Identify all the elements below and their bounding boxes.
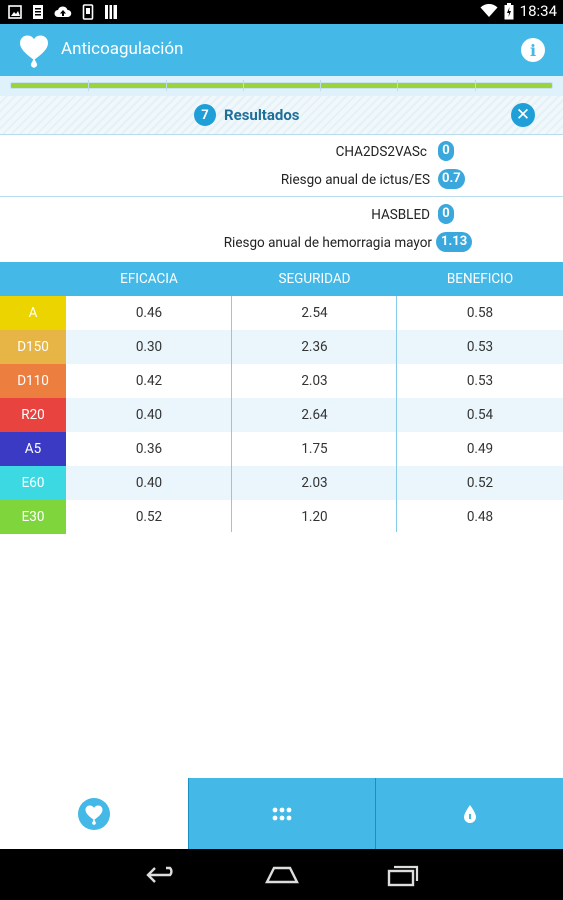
stroke-risk-group: CHA2DS2VASc 0 Riesgo anual de ictus/ES 0… [0, 134, 563, 194]
progress-tick [320, 80, 322, 91]
tab-grid[interactable] [189, 778, 375, 849]
score-label-bleeding-risk: Riesgo anual de hemorragia mayor [223, 235, 432, 251]
back-icon[interactable] [144, 862, 180, 888]
table-cell: 0.40 [135, 407, 163, 423]
table-cell: 1.20 [301, 509, 328, 525]
score-label-chads: CHA2DS2VASc [335, 144, 427, 160]
drug-label: A5 [0, 432, 66, 466]
table-cell: 0.42 [135, 373, 163, 389]
table-cell: 2.36 [301, 339, 328, 355]
table-row: A5 0.36 1.75 0.49 [0, 432, 563, 466]
heart-drop-icon [78, 797, 110, 830]
wifi-icon [480, 4, 498, 17]
image-icon [8, 5, 22, 19]
progress-fill [11, 83, 552, 88]
table-cell: 2.64 [301, 407, 328, 423]
score-value-stroke-risk: 0.7 [438, 169, 465, 189]
progress-tick [88, 80, 90, 91]
column-divider [231, 296, 232, 532]
table-row: R20 0.40 2.64 0.54 [0, 398, 563, 432]
score-label-stroke-risk: Riesgo anual de ictus/ES [280, 172, 430, 188]
col-head-beneficio: BENEFICIO [446, 271, 514, 287]
battery-icon [504, 2, 514, 19]
table-cell: 0.53 [466, 339, 494, 355]
nav-divider [375, 778, 376, 849]
results-title: Resultados [224, 106, 300, 124]
table-cell: 0.53 [466, 373, 494, 389]
phone-icon [82, 4, 94, 20]
table-cell: 2.54 [301, 305, 328, 321]
table-row: E30 0.52 1.20 0.48 [0, 500, 563, 534]
results-header: 7 Resultados ✕ [0, 96, 563, 134]
tab-drop[interactable] [376, 778, 563, 849]
system-nav-bar [0, 849, 563, 900]
score-value-chads: 0 [438, 141, 454, 161]
drug-label: A [0, 296, 66, 330]
info-icon[interactable]: i [521, 38, 545, 62]
heart-drop-logo-icon [20, 35, 48, 68]
nav-divider [188, 778, 189, 849]
progress-tick [397, 80, 399, 91]
table-cell: 0.36 [135, 441, 163, 457]
status-bar: 18:34 [0, 0, 563, 24]
table-row: E60 0.40 2.03 0.52 [0, 466, 563, 500]
document-icon [33, 5, 43, 19]
table-cell: 0.52 [466, 475, 494, 491]
drug-label: D110 [0, 364, 66, 398]
table-row: A 0.46 2.54 0.58 [0, 296, 563, 330]
bottom-nav [0, 778, 563, 849]
book-icon [105, 5, 117, 19]
drop-icon [463, 804, 476, 823]
results-count-badge: 7 [194, 104, 216, 126]
score-label-hasbled: HASBLED [371, 207, 430, 223]
recent-apps-icon[interactable] [384, 862, 420, 888]
table-row: D150 0.30 2.36 0.53 [0, 330, 563, 364]
close-icon[interactable]: ✕ [511, 103, 535, 127]
app-title: Anticoagulación [61, 39, 184, 59]
app-bar: Anticoagulación i [0, 24, 563, 76]
progress-tick [474, 80, 476, 91]
score-value-hasbled: 0 [438, 204, 454, 224]
table-row: D110 0.42 2.03 0.53 [0, 364, 563, 398]
drug-label: E60 [0, 466, 66, 500]
drug-label: D150 [0, 330, 66, 364]
table-cell: 0.30 [135, 339, 163, 355]
progress-bar [10, 80, 553, 91]
table-cell: 0.48 [466, 509, 494, 525]
table-cell: 1.75 [301, 441, 328, 457]
table-cell: 0.54 [466, 407, 494, 423]
col-head-seguridad: SEGURIDAD [278, 271, 351, 287]
table-cell: 2.03 [301, 373, 328, 389]
grid-icon [272, 807, 292, 820]
progress-tick [242, 80, 244, 91]
progress-tick [165, 80, 167, 91]
home-icon[interactable] [264, 862, 300, 888]
table-cell: 0.52 [135, 509, 163, 525]
column-divider [396, 296, 397, 532]
tab-heart[interactable] [0, 778, 188, 849]
table-header: EFICACIA SEGURIDAD BENEFICIO [0, 262, 563, 296]
col-head-eficacia: EFICACIA [120, 271, 178, 287]
progress-area [0, 76, 563, 96]
score-value-bleeding-risk: 1.13 [436, 232, 473, 252]
status-time: 18:34 [519, 2, 557, 20]
table-cell: 0.58 [466, 305, 494, 321]
drug-label: E30 [0, 500, 66, 534]
table-cell: 0.49 [466, 441, 494, 457]
table-cell: 0.40 [135, 475, 163, 491]
table-cell: 2.03 [301, 475, 328, 491]
cloud-upload-icon [54, 6, 72, 18]
bleeding-risk-group: HASBLED 0 Riesgo anual de hemorragia may… [0, 196, 563, 262]
table-cell: 0.46 [135, 305, 163, 321]
drug-label: R20 [0, 398, 66, 432]
